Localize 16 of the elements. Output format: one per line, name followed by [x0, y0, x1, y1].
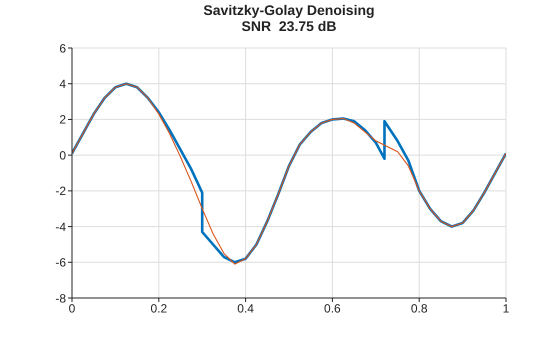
x-tick-label: 0	[68, 302, 76, 316]
y-tick-label: -4	[55, 220, 66, 234]
x-tick-label: 1	[502, 302, 510, 316]
chart-title: Savitzky-Golay Denoising	[202, 2, 376, 18]
y-tick-label: 0	[59, 148, 66, 162]
y-tick-label: 2	[59, 112, 66, 127]
y-tick-label: 6	[59, 41, 66, 56]
x-tick-label: 0.6	[324, 302, 342, 316]
x-tick-label: 0.2	[150, 302, 168, 316]
x-tick-label: 0.8	[410, 302, 428, 316]
chart-subtitle: SNR 23.75 dB	[240, 18, 338, 34]
y-tick-label: -6	[55, 256, 66, 270]
y-tick-label: 4	[59, 76, 66, 91]
y-tick-label: -2	[55, 184, 66, 198]
x-tick-label: 0.4	[237, 302, 254, 316]
y-tick-label: -8	[55, 291, 66, 306]
